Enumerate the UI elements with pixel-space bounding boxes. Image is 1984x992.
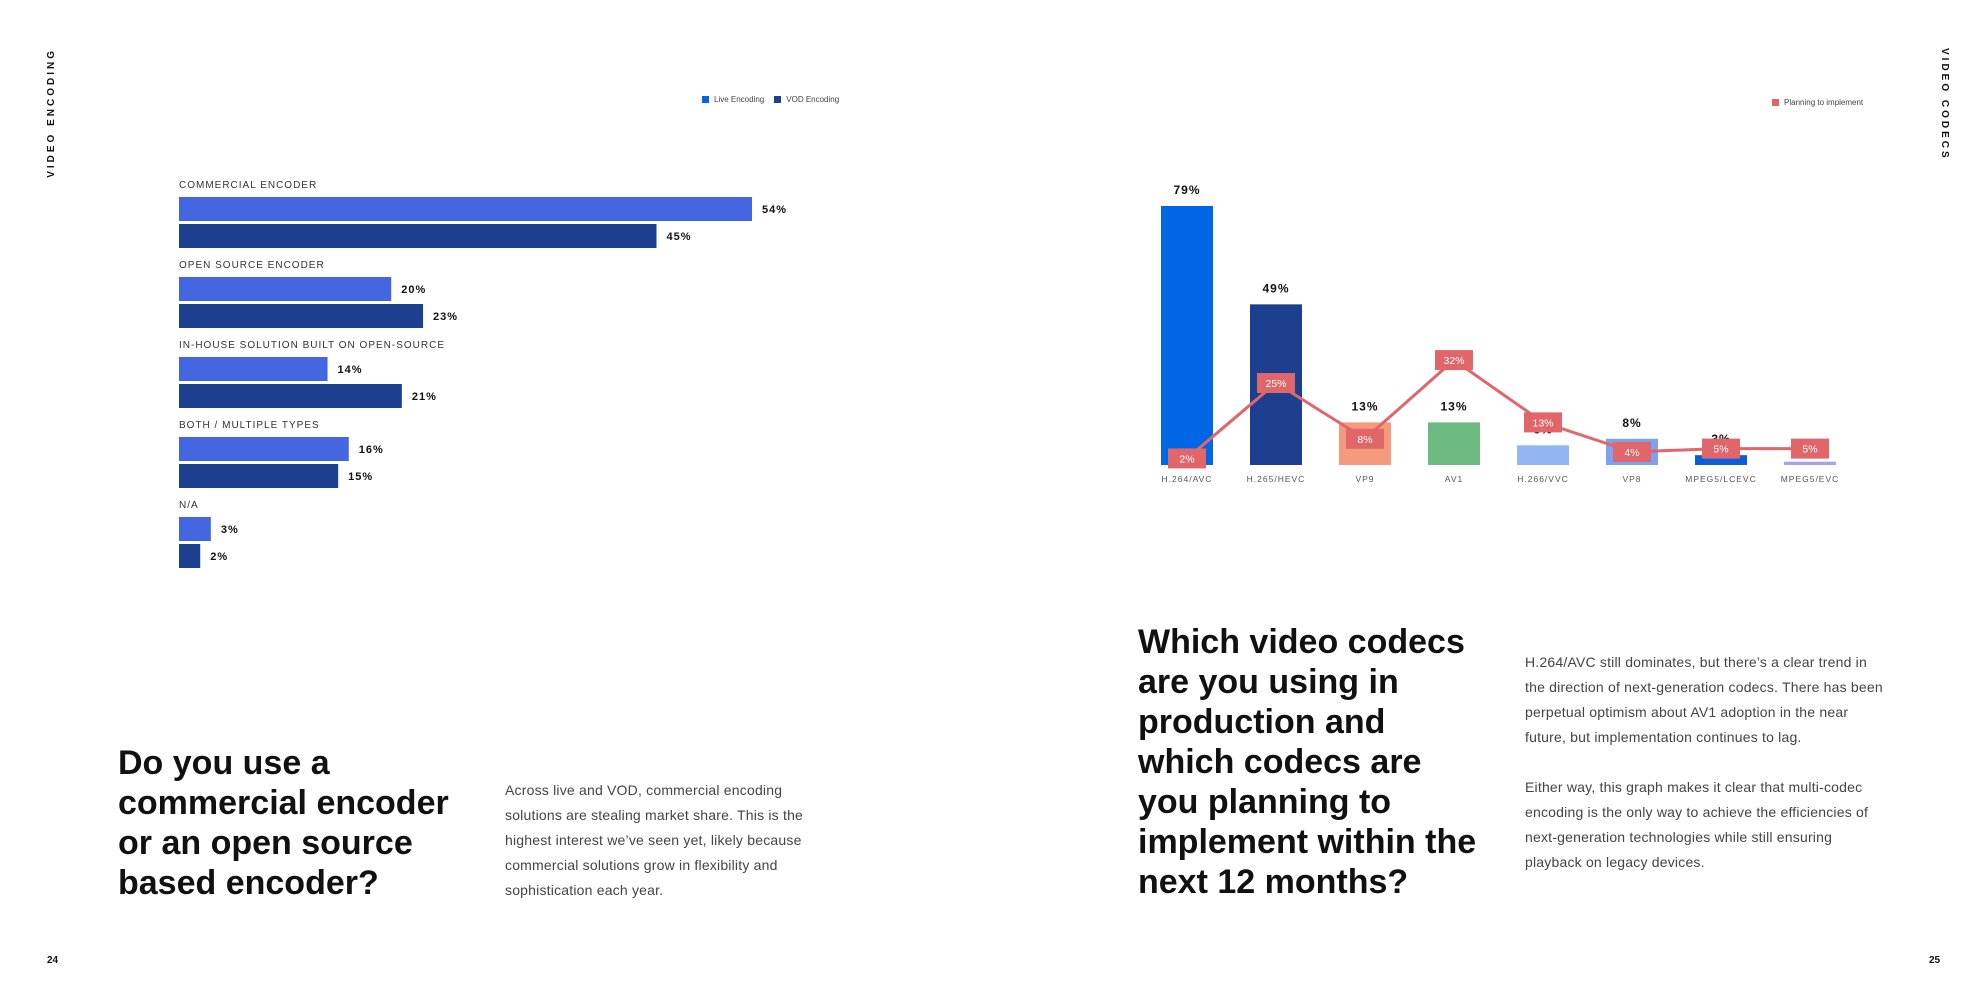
planning-point	[1613, 441, 1651, 462]
legend-label-live: Live Encoding	[714, 95, 765, 104]
left-headline: Do you use a commercial encoder or an op…	[118, 744, 449, 902]
planning-point	[1524, 412, 1562, 433]
bar-live	[179, 437, 349, 461]
planning-point	[1791, 438, 1829, 459]
legend-swatch-planning	[1772, 99, 1779, 106]
bar-value-label: 45%	[667, 231, 692, 243]
bar-value-label: 15%	[348, 471, 373, 483]
category-label: BOTH / MULTIPLE TYPES	[179, 420, 320, 431]
right-headline: Which video codecs are you using in prod…	[1138, 623, 1477, 901]
bar-value-label: 23%	[433, 311, 458, 323]
right-side-label: VIDEO CODECS	[1939, 48, 1950, 161]
category-label: N/A	[179, 500, 199, 511]
codec-bar-value-label: 49%	[1262, 281, 1289, 295]
legend-label-planning: Planning to implement	[1784, 98, 1864, 107]
category-label: OPEN SOURCE ENCODER	[179, 260, 325, 271]
planning-value-label: 5%	[1713, 444, 1728, 456]
category-label: IN-HOUSE SOLUTION BUILT ON OPEN-SOURCE	[179, 340, 445, 351]
planning-value-label: 32%	[1443, 355, 1464, 367]
codec-bar	[1161, 206, 1213, 465]
planning-point	[1346, 428, 1384, 449]
codec-bar-value-label: 8%	[1622, 416, 1641, 430]
encoding-bar-chart: COMMERCIAL ENCODER 54% 45% OPEN SOURCE ENCO…	[179, 180, 787, 568]
category-label: COMMERCIAL ENCODER	[179, 180, 317, 191]
legend-label-vod: VOD Encoding	[786, 95, 840, 104]
legend-swatch-vod	[774, 96, 782, 103]
bar-value-label: 20%	[401, 284, 426, 296]
planning-value-label: 4%	[1624, 447, 1639, 459]
planning-point	[1257, 373, 1295, 394]
right-page-number: 25	[1929, 955, 1941, 966]
bar-value-label: 21%	[412, 391, 437, 403]
codec-category-label: VP9	[1355, 474, 1374, 484]
bar-vod	[179, 304, 424, 328]
bar-value-label: 54%	[762, 204, 787, 216]
planning-value-label: 13%	[1532, 417, 1553, 429]
planning-point	[1702, 438, 1740, 459]
bar-live	[179, 357, 328, 381]
codec-combo-chart: 79%H.264/AVC49%H.265/HEVC13%VP913%AV16%H…	[1161, 183, 1840, 484]
codec-bar-value-label: 13%	[1440, 399, 1467, 413]
bar-vod	[179, 224, 657, 248]
codec-category-label: VP8	[1622, 474, 1641, 484]
legend-swatch-live	[702, 96, 709, 103]
planning-point	[1435, 350, 1473, 371]
planning-value-label: 8%	[1357, 434, 1372, 446]
planning-point	[1168, 448, 1206, 469]
codec-category-label: H.264/AVC	[1162, 474, 1213, 484]
legend-item-planning: Planning to implement	[1772, 98, 1863, 107]
bar-live	[179, 277, 392, 301]
codec-chart-legend: Planning to implement	[1772, 98, 1873, 107]
codec-category-label: H.266/VVC	[1517, 474, 1569, 484]
codec-bar-value-label: 79%	[1173, 183, 1200, 197]
bar-vod	[179, 384, 402, 408]
codec-bar	[1517, 445, 1569, 465]
right-body-paragraph-2: Either way, this graph makes it clear th…	[1525, 779, 1869, 870]
right-body-paragraph-1: H.264/AVC still dominates, but there’s a…	[1525, 654, 1883, 745]
left-body-text: Across live and VOD, commercial encoding…	[505, 782, 804, 898]
codec-category-label: H.265/HEVC	[1247, 474, 1306, 484]
codec-bar-value-label: 13%	[1351, 399, 1378, 413]
planning-value-label: 2%	[1179, 453, 1194, 465]
codec-category-label: MPEG5/EVC	[1781, 474, 1840, 484]
right-body-text: H.264/AVC still dominates, but there’s a…	[1525, 650, 1885, 875]
legend-item-vod: VOD Encoding	[774, 95, 839, 104]
planning-value-label: 25%	[1265, 378, 1286, 390]
left-page-number: 24	[47, 955, 59, 966]
bar-vod	[179, 464, 339, 488]
codec-bar	[1695, 455, 1747, 465]
bar-value-label: 3%	[221, 524, 239, 536]
bar-value-label: 2%	[210, 551, 228, 563]
codec-category-label: AV1	[1445, 474, 1463, 484]
bar-value-label: 14%	[338, 364, 363, 376]
bar-value-label: 16%	[359, 444, 384, 456]
bar-live	[179, 517, 211, 541]
planning-value-label: 5%	[1802, 444, 1817, 456]
codec-bar	[1784, 461, 1836, 465]
bar-vod	[179, 544, 201, 568]
legend-item-live: Live Encoding	[702, 95, 764, 104]
codec-bar	[1428, 422, 1480, 465]
codec-category-label: MPEG5/LCEVC	[1685, 474, 1756, 484]
encoding-chart-legend: Live Encoding VOD Encoding	[702, 95, 849, 104]
bar-live	[179, 197, 752, 221]
